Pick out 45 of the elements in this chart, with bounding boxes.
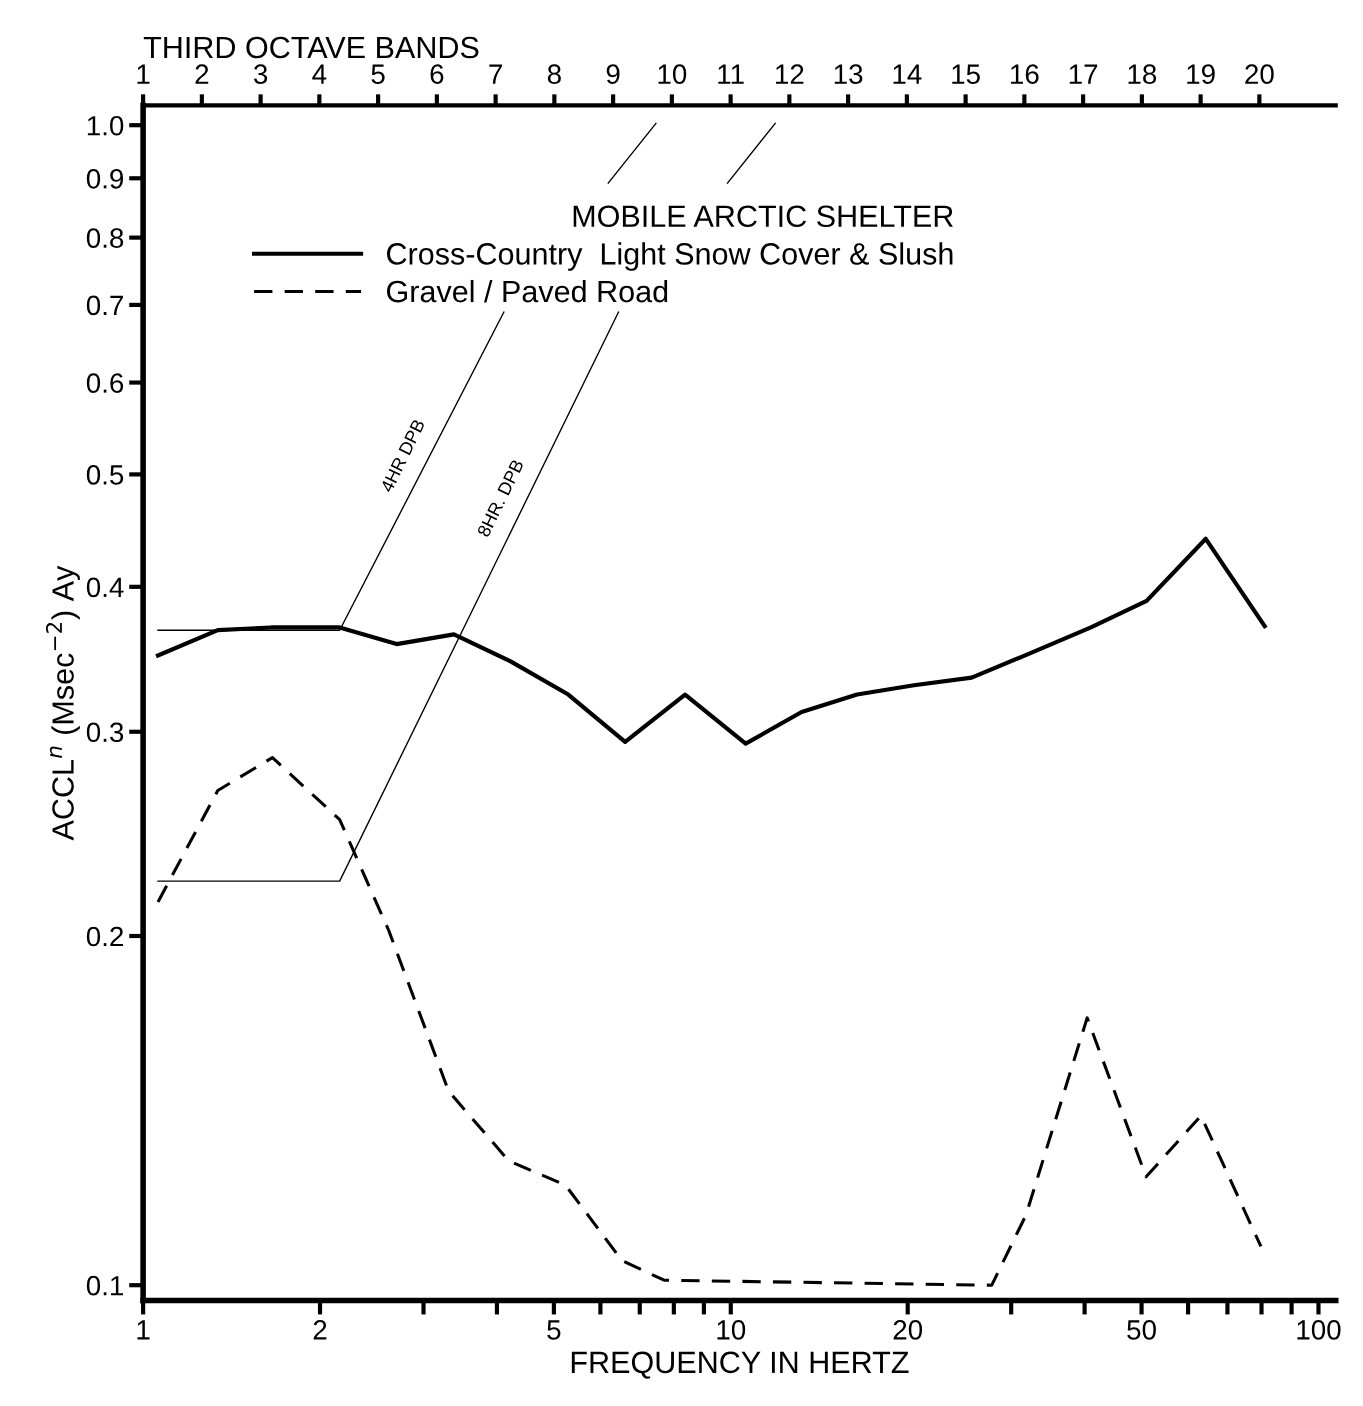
y-tick-label: 0.2 [86,926,123,947]
y-tick-label: 1.0 [87,115,124,136]
y-tick-label: 0.4 [86,577,124,598]
annotation: 8HR. DPB [476,458,525,538]
x-tick-label: 1 [137,1320,150,1340]
x2-tick-label: 3 [253,64,268,84]
x-tick-label: 10 [717,1320,746,1340]
x2-tick-label: 10 [658,64,687,84]
x2-tick-label: 17 [1069,64,1098,84]
x2-tick-label: 9 [606,64,620,84]
y-tick-label: 0.1 [86,1275,124,1296]
x2-axis-title: THIRD OCTAVE BANDS [143,36,479,59]
x2-tick-label: 15 [952,64,980,84]
x2-tick-label: 7 [489,64,502,84]
x2-tick-label: 2 [195,64,209,84]
x2-tick-label: 13 [834,64,863,84]
x-tick-label: 20 [893,1320,923,1340]
x-tick-label: 50 [1127,1320,1156,1340]
x-tick-label: 5 [547,1320,561,1340]
y-tick-label: 0.9 [86,168,124,189]
x-tick-label: 100 [1297,1320,1341,1340]
y-tick-label: 0.3 [86,722,124,743]
x2-tick-label: 4 [312,64,327,84]
legend-title: MOBILE ARCTIC SHELTER [573,205,953,228]
x2-tick-label: 5 [371,64,385,84]
x-axis-title: FREQUENCY IN HERTZ [571,1351,909,1379]
x2-tick-label: 6 [430,64,444,84]
y-tick-label: 0.5 [86,465,124,485]
y-tick-label: 0.7 [86,295,123,316]
y-axis-title: ACCL$^{n}$ (Msec$^{−2}$) Ay [45,565,80,841]
x2-tick-label: 1 [137,64,150,84]
y-tick-label: 0.8 [86,228,124,248]
legend-label: Gravel / Paved Road [387,279,668,303]
x-tick-label: 2 [313,1320,327,1340]
x2-tick-label: 16 [1011,64,1039,84]
x2-tick-label: 18 [1128,64,1157,84]
x2-tick-label: 8 [547,64,561,84]
x2-tick-label: 19 [1187,64,1215,84]
x2-tick-label: 20 [1245,64,1274,84]
x2-tick-label: 12 [776,64,804,84]
x2-tick-label: 14 [893,64,922,84]
legend-label: Cross-Country Light Snow Cover & Slush [387,242,953,271]
y-tick-label: 0.6 [86,373,124,393]
x2-tick-label: 11 [718,64,744,84]
annotation: 4HR DPB [380,418,425,494]
